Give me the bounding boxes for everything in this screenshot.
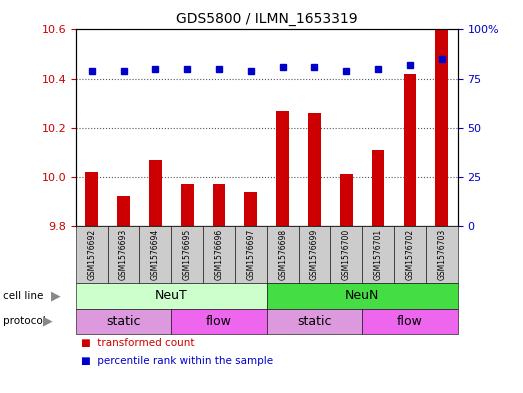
Text: protocol: protocol [3,316,46,326]
Text: GSM1576696: GSM1576696 [214,229,223,280]
Text: GSM1576692: GSM1576692 [87,229,96,280]
Text: ■  transformed count: ■ transformed count [81,338,195,348]
Bar [276,110,289,226]
Text: GSM1576702: GSM1576702 [405,229,414,280]
Text: NeuN: NeuN [345,289,379,302]
Text: ▶: ▶ [51,289,61,302]
Text: GSM1576700: GSM1576700 [342,229,351,280]
Text: GSM1576697: GSM1576697 [246,229,255,280]
Bar [244,191,257,226]
Bar [340,174,353,226]
Title: GDS5800 / ILMN_1653319: GDS5800 / ILMN_1653319 [176,12,358,26]
Bar [308,113,321,226]
Text: NeuT: NeuT [155,289,188,302]
Text: cell line: cell line [3,291,43,301]
Bar [435,29,448,226]
Text: static: static [106,315,141,328]
Bar [149,160,162,226]
Text: GSM1576693: GSM1576693 [119,229,128,280]
Text: GSM1576703: GSM1576703 [437,229,446,280]
Text: static: static [297,315,332,328]
Bar [213,184,225,226]
Bar [404,73,416,226]
Text: flow: flow [206,315,232,328]
Bar [117,196,130,226]
Text: GSM1576694: GSM1576694 [151,229,160,280]
Text: GSM1576699: GSM1576699 [310,229,319,280]
Text: GSM1576695: GSM1576695 [183,229,192,280]
Text: GSM1576701: GSM1576701 [373,229,383,280]
Text: GSM1576698: GSM1576698 [278,229,287,280]
Bar [181,184,194,226]
Bar [85,172,98,226]
Text: flow: flow [397,315,423,328]
Text: ▶: ▶ [43,315,52,328]
Bar [372,150,384,226]
Text: ■  percentile rank within the sample: ■ percentile rank within the sample [81,356,273,366]
